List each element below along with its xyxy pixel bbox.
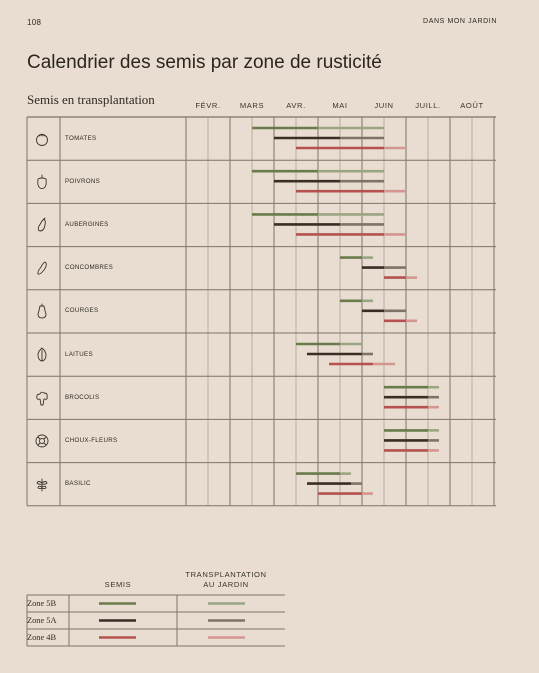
legend-header-transplantation-line2: AU JARDIN (203, 580, 249, 589)
legend-header-transplantation: TRANSPLANTATION AU JARDIN (170, 570, 282, 590)
section-title: Semis en transplantation (27, 92, 155, 107)
crop-label: CHOUX-FLEURS (65, 437, 118, 444)
page-number: 108 (27, 18, 42, 27)
cucumber-icon (33, 259, 51, 277)
eggplant-icon (33, 216, 51, 234)
crop-label: COURGES (65, 307, 99, 315)
crop-label: CONCOMBRES (65, 264, 114, 272)
basil-icon (33, 475, 51, 493)
crop-label: TOMATES (65, 134, 97, 142)
legend-header-transplantation-line1: TRANSPLANTATION (185, 570, 267, 579)
crop-label: AUBERGINES (65, 221, 109, 228)
crop-label: POIVRONS (65, 177, 101, 185)
month-label: MARS (239, 101, 265, 110)
pepper-icon (33, 173, 51, 191)
month-label: JUIN (374, 101, 394, 110)
month-label: AOÛT (460, 101, 484, 110)
crop-label: BASILIC (65, 480, 91, 488)
lettuce-icon (33, 346, 51, 364)
month-label: AVR. (286, 101, 306, 110)
page-title: Calendrier des semis par zone de rustici… (27, 52, 382, 73)
legend-header-semis: SEMIS (104, 580, 132, 589)
legend-zone-label: Zone 5B (27, 598, 57, 608)
legend-zone-label: Zone 4B (27, 632, 57, 642)
cauliflower-icon (33, 432, 51, 450)
squash-icon (33, 302, 51, 320)
legend-zone-label: Zone 5A (27, 615, 57, 625)
broccoli-icon (33, 389, 51, 407)
crop-label: LAITUES (65, 350, 93, 358)
tomato-icon (33, 130, 51, 148)
crop-label: BROCOLIS (65, 393, 100, 401)
month-label: MAI (332, 101, 348, 110)
month-label: JUILL. (415, 101, 441, 110)
running-head: DANS MON JARDIN (423, 18, 497, 25)
month-label: FÉVR. (195, 101, 221, 110)
